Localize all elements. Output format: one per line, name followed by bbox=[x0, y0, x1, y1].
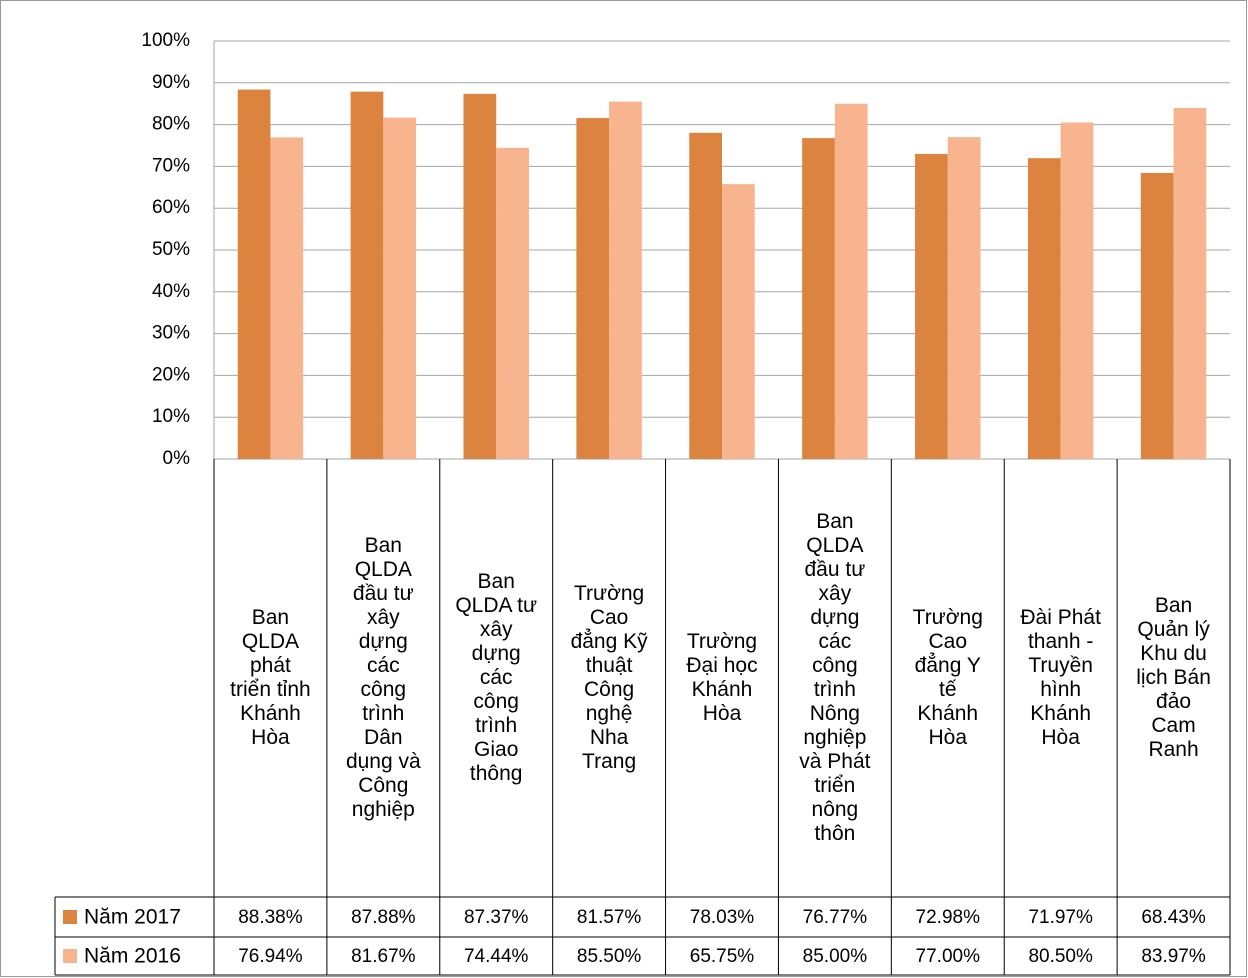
category-text: Ban QLDA tư xây dựng các công trình Giao… bbox=[455, 570, 538, 785]
x-tick-label: Ban QLDA tư xây dựng các công trình Giao… bbox=[440, 459, 553, 897]
value-label: 87.88% bbox=[351, 907, 416, 928]
x-tick-label: Ban QLDA đầu tư xây dựng các công trình … bbox=[327, 459, 440, 897]
x-tick-label: Trường Cao đẳng Y tế Khánh Hòa bbox=[891, 459, 1004, 897]
value-label: 74.44% bbox=[464, 946, 529, 967]
bar bbox=[834, 103, 868, 459]
bar bbox=[237, 89, 271, 460]
x-tick-label: Trường Đại học Khánh Hòa bbox=[666, 459, 779, 897]
bar bbox=[802, 138, 835, 460]
category-text: Ban QLDA phát triển tỉnh Khánh Hòa bbox=[230, 606, 311, 749]
y-tick-label: 80% bbox=[152, 114, 190, 135]
bar bbox=[915, 153, 948, 459]
legend-swatch bbox=[63, 910, 77, 924]
value-label: 88.38% bbox=[238, 907, 303, 928]
bar bbox=[496, 147, 529, 459]
y-tick-label: 0% bbox=[163, 448, 191, 469]
bar bbox=[1060, 122, 1094, 459]
y-tick-label: 50% bbox=[152, 239, 190, 260]
bar bbox=[350, 91, 384, 460]
category-text: Ban Quản lý Khu du lịch Bán đảo Cam Ranh bbox=[1136, 594, 1211, 761]
legend-label: Năm 2017 bbox=[84, 906, 181, 929]
y-tick-label: 70% bbox=[152, 155, 190, 176]
legend-label: Năm 2016 bbox=[84, 945, 181, 968]
value-label: 72.98% bbox=[916, 907, 981, 928]
value-label: 68.43% bbox=[1141, 907, 1206, 928]
bar bbox=[463, 93, 497, 460]
y-tick-label: 20% bbox=[152, 364, 190, 385]
x-tick-label: Ban QLDA đầu tư xây dựng các công trình … bbox=[778, 459, 891, 897]
value-label: 77.00% bbox=[916, 946, 981, 967]
category-text: Đài Phát thanh - Truyền hình Khánh Hòa bbox=[1020, 606, 1101, 749]
value-label: 83.97% bbox=[1141, 946, 1206, 967]
y-tick-label: 60% bbox=[152, 197, 190, 218]
x-tick-label: Ban QLDA phát triển tỉnh Khánh Hòa bbox=[214, 459, 327, 897]
legend-swatch bbox=[63, 949, 77, 963]
category-text: Trường Cao đẳng Y tế Khánh Hòa bbox=[912, 606, 983, 749]
value-label: 81.67% bbox=[351, 946, 416, 967]
y-tick-label: 40% bbox=[152, 281, 190, 302]
category-text: Trường Đại học Khánh Hòa bbox=[686, 630, 758, 725]
y-tick-label: 100% bbox=[141, 30, 190, 51]
value-label: 80.50% bbox=[1028, 946, 1093, 967]
value-label: 71.97% bbox=[1028, 907, 1093, 928]
value-label: 65.75% bbox=[690, 946, 755, 967]
value-label: 85.50% bbox=[577, 946, 642, 967]
category-text: Ban QLDA đầu tư xây dựng các công trình … bbox=[799, 510, 871, 845]
bar bbox=[1173, 108, 1207, 459]
x-tick-label: Đài Phát thanh - Truyền hình Khánh Hòa bbox=[1004, 459, 1117, 897]
value-label: 76.77% bbox=[803, 907, 868, 928]
x-tick-label: Trường Cao đẳng Kỹ thuật Công nghệ Nha T… bbox=[553, 459, 666, 897]
value-label: 78.03% bbox=[690, 907, 755, 928]
x-tick-label: Ban Quản lý Khu du lịch Bán đảo Cam Ranh bbox=[1117, 459, 1230, 897]
bar bbox=[1140, 172, 1174, 460]
bar bbox=[609, 101, 642, 460]
value-label: 81.57% bbox=[577, 907, 642, 928]
value-label: 85.00% bbox=[803, 946, 868, 967]
bar bbox=[270, 137, 304, 459]
value-label: 87.37% bbox=[464, 907, 529, 928]
bar bbox=[1027, 158, 1061, 459]
category-text: Trường Cao đẳng Kỹ thuật Công nghệ Nha T… bbox=[570, 582, 648, 773]
bar bbox=[689, 132, 722, 459]
bar bbox=[722, 184, 755, 460]
bar bbox=[383, 117, 417, 460]
bar bbox=[947, 137, 981, 459]
y-tick-label: 30% bbox=[152, 323, 190, 344]
y-tick-label: 10% bbox=[152, 406, 190, 427]
value-label: 76.94% bbox=[238, 946, 303, 967]
category-text: Ban QLDA đầu tư xây dựng các công trình … bbox=[345, 534, 421, 821]
bar bbox=[576, 118, 610, 459]
y-tick-label: 90% bbox=[152, 72, 190, 93]
